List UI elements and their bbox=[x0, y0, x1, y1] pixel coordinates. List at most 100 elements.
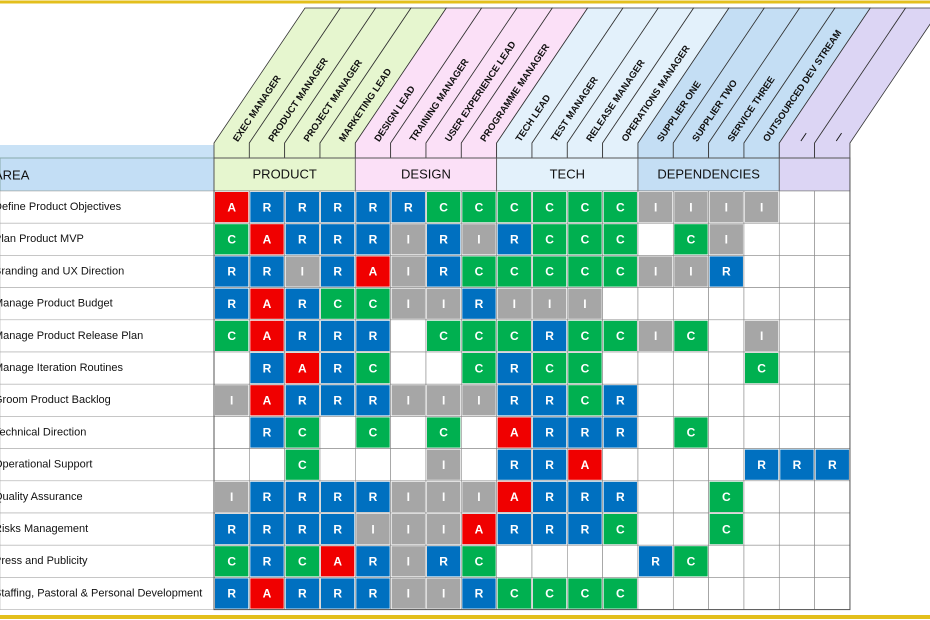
raci-cell bbox=[532, 256, 567, 287]
raci-letter: R bbox=[616, 490, 625, 504]
raci-cell bbox=[709, 481, 743, 512]
raci-cell bbox=[250, 546, 284, 577]
raci-letter: R bbox=[369, 490, 378, 504]
raci-cell bbox=[568, 417, 602, 448]
raci-letter: A bbox=[510, 426, 519, 440]
raci-cell bbox=[320, 192, 355, 223]
raci-letter: I bbox=[689, 200, 692, 214]
raci-cell bbox=[497, 224, 531, 255]
cell bbox=[319, 416, 356, 449]
raci-letter: R bbox=[369, 587, 378, 601]
raci-letter: C bbox=[227, 329, 236, 343]
raci-cell bbox=[215, 481, 249, 512]
cell bbox=[743, 512, 780, 546]
group-header: TECH bbox=[550, 166, 585, 181]
raci-letter: R bbox=[298, 297, 307, 311]
raci-cell bbox=[356, 288, 390, 319]
row-label-cell bbox=[0, 287, 215, 321]
cell bbox=[743, 416, 780, 449]
raci-cell bbox=[356, 514, 390, 545]
cell bbox=[708, 383, 745, 417]
raci-letter: I bbox=[230, 393, 233, 407]
raci-cell bbox=[709, 192, 743, 223]
cell bbox=[743, 222, 780, 256]
raci-cell bbox=[674, 320, 708, 351]
raci-cell bbox=[285, 417, 319, 448]
raci-cell bbox=[568, 320, 602, 351]
raci-cell bbox=[426, 578, 461, 609]
raci-letter: I bbox=[407, 587, 410, 601]
cell bbox=[213, 416, 250, 449]
raci-cell bbox=[250, 192, 284, 223]
cell bbox=[778, 319, 815, 353]
raci-letter: A bbox=[227, 200, 236, 214]
raci-cell bbox=[356, 320, 390, 351]
raci-cell bbox=[285, 546, 319, 577]
raci-letter: R bbox=[510, 361, 519, 375]
cell bbox=[743, 287, 780, 321]
cell bbox=[778, 190, 815, 224]
raci-letter: R bbox=[333, 587, 342, 601]
cell bbox=[743, 577, 780, 610]
raci-letter: C bbox=[687, 232, 696, 246]
cell bbox=[672, 480, 709, 514]
raci-cell bbox=[426, 546, 461, 577]
cell bbox=[672, 448, 709, 482]
raci-cell bbox=[568, 256, 602, 287]
raci-letter: I bbox=[654, 200, 657, 214]
raci-letter: C bbox=[475, 329, 484, 343]
raci-letter: R bbox=[333, 361, 342, 375]
cell bbox=[213, 448, 250, 482]
cell bbox=[461, 448, 497, 482]
cell bbox=[602, 351, 639, 385]
raci-letter: R bbox=[651, 554, 660, 568]
raci-letter: R bbox=[298, 522, 307, 536]
raci-letter: R bbox=[545, 393, 554, 407]
raci-letter: R bbox=[263, 522, 272, 536]
raci-letter: C bbox=[369, 426, 378, 440]
raci-cell bbox=[674, 192, 708, 223]
raci-letter: R bbox=[263, 200, 272, 214]
cell bbox=[672, 287, 709, 321]
group-header: DEPENDENCIES bbox=[657, 166, 760, 181]
raci-letter: I bbox=[230, 490, 233, 504]
raci-cell bbox=[462, 256, 496, 287]
raci-letter: A bbox=[263, 297, 272, 311]
raci-cell bbox=[462, 514, 496, 545]
raci-cell bbox=[285, 288, 319, 319]
raci-letter: R bbox=[545, 329, 554, 343]
cell bbox=[355, 448, 391, 482]
raci-cell bbox=[568, 449, 602, 480]
raci-cell bbox=[603, 514, 637, 545]
cell bbox=[814, 416, 851, 449]
raci-letter: R bbox=[404, 200, 413, 214]
raci-cell bbox=[532, 288, 567, 319]
raci-cell bbox=[674, 256, 708, 287]
cell bbox=[778, 222, 815, 256]
cell bbox=[708, 351, 745, 385]
raci-letter: I bbox=[477, 393, 480, 407]
raci-cell bbox=[250, 481, 284, 512]
raci-cell bbox=[320, 353, 355, 384]
row-label-cell bbox=[0, 222, 215, 256]
row-label-cell bbox=[0, 255, 215, 288]
raci-cell bbox=[320, 546, 355, 577]
raci-letter: I bbox=[407, 393, 410, 407]
raci-cell bbox=[426, 514, 461, 545]
raci-letter: R bbox=[333, 265, 342, 279]
raci-letter: I bbox=[654, 265, 657, 279]
raci-cell bbox=[215, 192, 249, 223]
raci-cell bbox=[497, 578, 531, 609]
raci-cell bbox=[320, 320, 355, 351]
raci-cell bbox=[709, 224, 743, 255]
raci-cell bbox=[320, 481, 355, 512]
raci-letter: R bbox=[439, 265, 448, 279]
raci-cell bbox=[638, 546, 673, 577]
raci-letter: I bbox=[301, 265, 304, 279]
cell bbox=[814, 383, 851, 417]
raci-cell bbox=[780, 449, 814, 480]
raci-cell bbox=[426, 224, 461, 255]
cell bbox=[743, 480, 780, 514]
cell bbox=[743, 544, 780, 578]
